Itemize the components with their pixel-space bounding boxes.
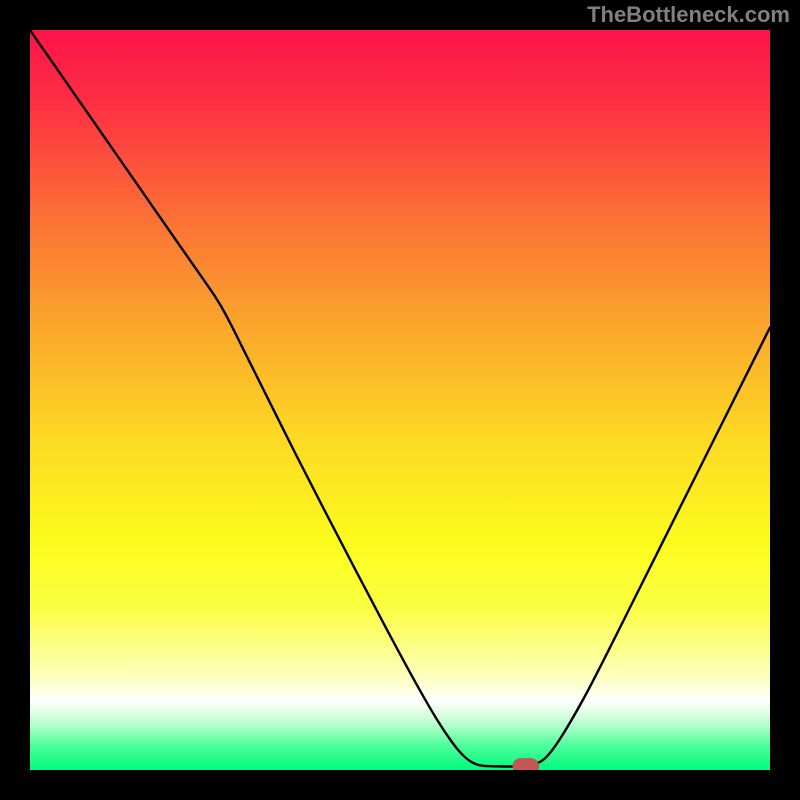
gradient-background [30, 30, 770, 770]
chart-plot-area [30, 30, 770, 770]
watermark-text: TheBottleneck.com [587, 2, 790, 28]
bottleneck-chart [30, 30, 770, 770]
optimal-point-marker [512, 758, 539, 770]
